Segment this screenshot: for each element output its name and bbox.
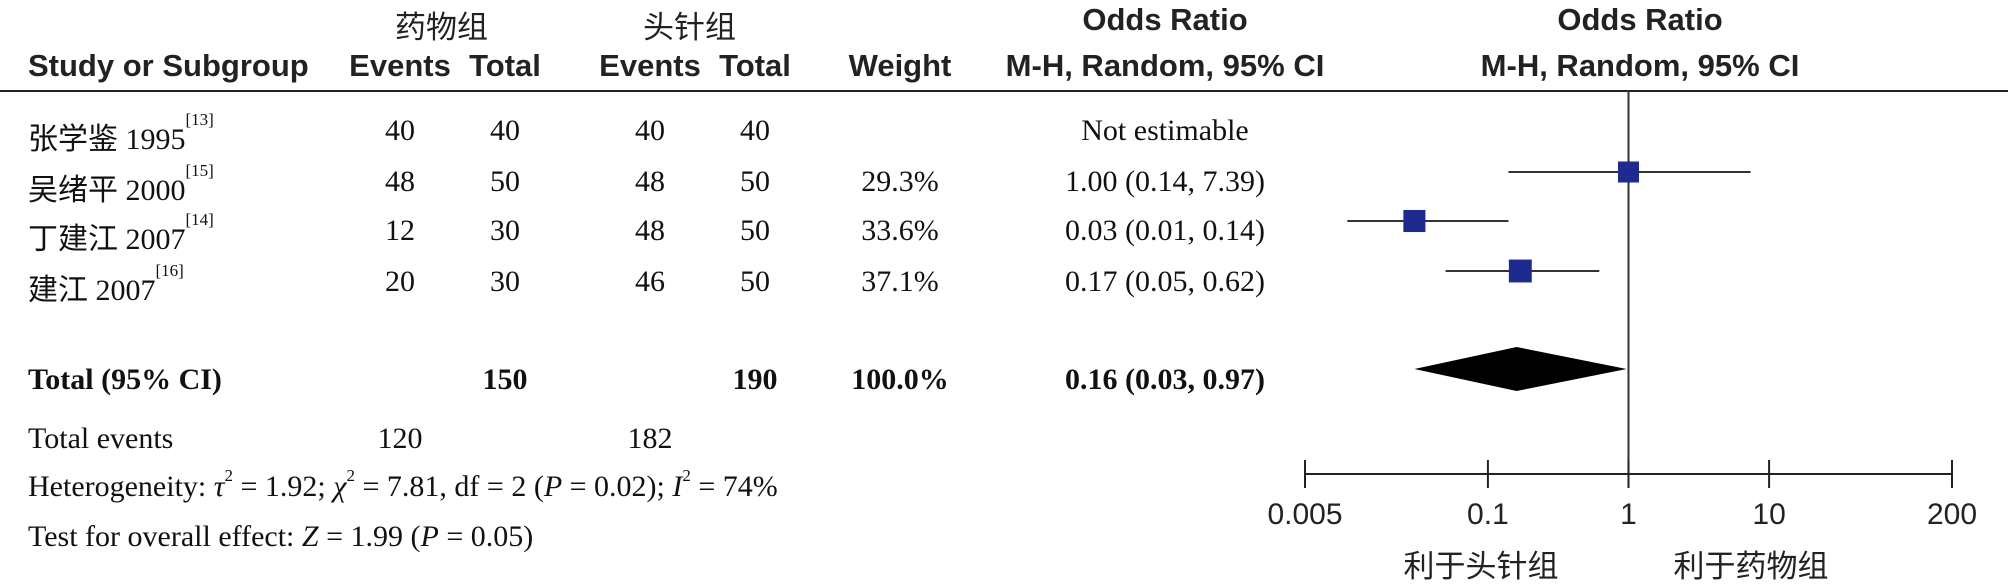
- weight-cell: 29.3%: [861, 165, 939, 198]
- total-events-label: Total events: [28, 422, 174, 455]
- overall-effect-text: Test for overall effect: Z = 1.99 (P = 0…: [28, 520, 534, 553]
- exp-events-cell: 40: [385, 114, 415, 147]
- ci-cell: 1.00 (0.14, 7.39): [1065, 165, 1265, 198]
- study-marker: [1403, 209, 1426, 233]
- study-name: 张学鉴 1995[13]: [28, 110, 214, 156]
- x-tick-label: 0.005: [1267, 498, 1343, 531]
- ctrl-events-cell: 48: [635, 214, 665, 247]
- favours-left-label: 利于头针组: [1403, 549, 1559, 585]
- pooled-diamond: [1414, 347, 1627, 391]
- study-name: 建江 2007[16]: [28, 261, 184, 307]
- total-events-exp: 120: [377, 422, 423, 455]
- total-ctrl-total: 190: [732, 363, 778, 396]
- total-label: Total (95% CI): [28, 363, 222, 396]
- exp-total-cell: 30: [490, 265, 520, 298]
- forest-plot: [1304, 90, 1953, 488]
- study-name: 吴绪平 2000[15]: [28, 161, 214, 207]
- exp-total-cell: 30: [490, 214, 520, 247]
- exp-total-header: Total: [469, 48, 541, 83]
- plot-method-header: M-H, Random, 95% CI: [1480, 48, 1800, 83]
- ctrl-events-header: Events: [599, 48, 701, 83]
- study-marker: [1508, 259, 1532, 283]
- exp-events-cell: 12: [385, 214, 415, 247]
- ctrl-total-cell: 40: [740, 114, 770, 147]
- ctrl-events-cell: 40: [635, 114, 665, 147]
- group-header-experimental: 药物组: [395, 10, 488, 46]
- ctrl-total-header: Total: [719, 48, 791, 83]
- x-tick-label: 200: [1926, 498, 1978, 531]
- exp-events-header: Events: [349, 48, 451, 83]
- ctrl-total-cell: 50: [740, 214, 770, 247]
- total-events-ctrl: 182: [627, 422, 673, 455]
- exp-total-cell: 50: [490, 165, 520, 198]
- x-tick-label: 1: [1620, 498, 1637, 531]
- ci-cell: 0.17 (0.05, 0.62): [1065, 265, 1265, 298]
- study-ref: [14]: [185, 210, 214, 229]
- or-column-title: Odds Ratio: [1082, 2, 1248, 37]
- ctrl-events-cell: 48: [635, 165, 665, 198]
- group-header-control: 头针组: [643, 10, 736, 46]
- ctrl-events-cell: 46: [635, 265, 665, 298]
- total-ci: 0.16 (0.03, 0.97): [1065, 363, 1265, 396]
- ctrl-total-cell: 50: [740, 265, 770, 298]
- exp-events-cell: 20: [385, 265, 415, 298]
- exp-events-cell: 48: [385, 165, 415, 198]
- ci-cell: Not estimable: [1081, 114, 1249, 147]
- study-name: 丁建江 2007[14]: [28, 210, 214, 256]
- weight-header: Weight: [848, 48, 952, 83]
- total-weight: 100.0%: [851, 363, 949, 396]
- total-exp-total: 150: [482, 363, 528, 396]
- x-tick-label: 10: [1752, 498, 1786, 531]
- favours-right-label: 利于药物组: [1673, 549, 1829, 585]
- weight-cell: 37.1%: [861, 265, 939, 298]
- study-marker: [1617, 161, 1640, 183]
- study-ref: [16]: [155, 261, 184, 280]
- study-ref: [15]: [185, 161, 214, 180]
- header-rule: [0, 90, 2008, 92]
- or-method-header: M-H, Random, 95% CI: [1005, 48, 1325, 83]
- study-column-header: Study or Subgroup: [28, 48, 309, 83]
- ctrl-total-cell: 50: [740, 165, 770, 198]
- heterogeneity-text: Heterogeneity: τ2 = 1.92; χ2 = 7.81, df …: [28, 466, 778, 503]
- weight-cell: 33.6%: [861, 214, 939, 247]
- x-tick-label: 0.1: [1467, 498, 1509, 531]
- exp-total-cell: 40: [490, 114, 520, 147]
- study-ref: [13]: [185, 110, 214, 129]
- ci-cell: 0.03 (0.01, 0.14): [1065, 214, 1265, 247]
- plot-title: Odds Ratio: [1557, 2, 1723, 37]
